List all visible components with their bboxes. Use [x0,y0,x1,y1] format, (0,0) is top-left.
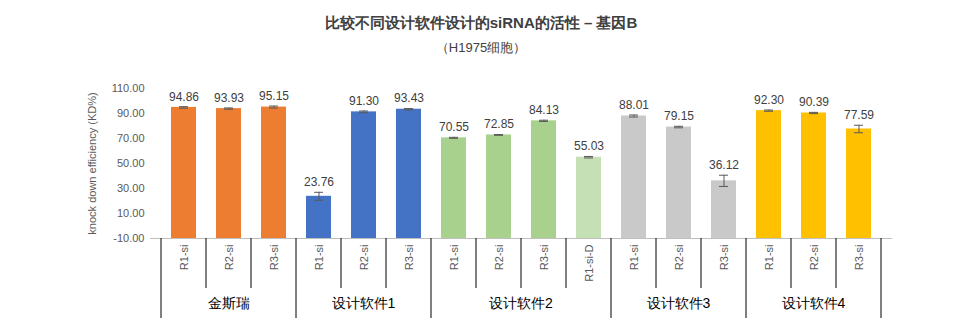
svg-text:R2-si: R2-si [358,245,370,271]
svg-text:设计软件3: 设计软件3 [647,295,711,311]
svg-text:R1-si: R1-si [178,245,190,271]
svg-text:R2-si: R2-si [223,245,235,271]
svg-text:50.00: 50.00 [117,157,145,169]
svg-text:R1-si: R1-si [448,245,460,271]
svg-text:84.13: 84.13 [529,103,559,117]
html-text:（H1975细胞）: （H1975细胞） [435,40,527,55]
svg-text:R3-si: R3-si [403,245,415,271]
svg-text:设计软件1: 设计软件1 [332,295,396,311]
svg-text:R1-si: R1-si [628,245,640,271]
svg-text:92.30: 92.30 [754,93,784,107]
svg-text:93.43: 93.43 [394,91,424,105]
svg-text:-10.00: -10.00 [113,232,144,244]
svg-text:R1-si: R1-si [313,245,325,271]
svg-text:72.85: 72.85 [484,117,514,131]
svg-text:94.86: 94.86 [169,90,199,104]
svg-text:88.01: 88.01 [619,98,649,112]
svg-text:R1-si-D: R1-si-D [583,244,595,281]
svg-text:R3-si: R3-si [853,245,865,271]
svg-text:R1-si: R1-si [763,245,775,271]
svg-text:55.03: 55.03 [574,139,604,153]
svg-text:设计软件4: 设计软件4 [782,295,846,311]
svg-text:R3-si: R3-si [538,245,550,271]
svg-text:23.76: 23.76 [304,175,334,189]
svg-text:R2-si: R2-si [808,245,820,271]
svg-text:90.39: 90.39 [799,95,829,109]
svg-text:95.15: 95.15 [259,89,289,103]
svg-text:93.93: 93.93 [214,91,244,105]
svg-text:金斯瑞: 金斯瑞 [208,295,250,311]
svg-text:knock down efficiency (KD%): knock down efficiency (KD%) [86,92,98,234]
svg-text:设计软件2: 设计软件2 [489,295,553,311]
svg-text:110.00: 110.00 [112,82,145,94]
svg-text:R2-si: R2-si [493,245,505,271]
svg-text:70.55: 70.55 [439,120,469,134]
svg-text:90.00: 90.00 [117,107,145,119]
svg-text:36.12: 36.12 [709,158,739,172]
svg-text:R2-si: R2-si [673,245,685,271]
svg-text:91.30: 91.30 [349,94,379,108]
svg-text:R3-si: R3-si [268,245,280,271]
svg-text:R3-si: R3-si [718,245,730,271]
svg-text:30.00: 30.00 [117,182,145,194]
html-text:比较不同设计软件设计的siRNA的活性 – 基因B: 比较不同设计软件设计的siRNA的活性 – 基因B [324,14,638,31]
svg-text:79.15: 79.15 [664,109,694,123]
svg-text:70.00: 70.00 [117,132,145,144]
svg-text:77.59: 77.59 [844,108,874,122]
svg-text:10.00: 10.00 [117,207,145,219]
